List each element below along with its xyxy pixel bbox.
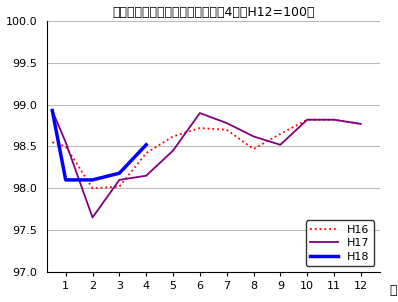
H16 — [90, 186, 95, 190]
H17 — [171, 149, 176, 153]
Line: H16: H16 — [52, 120, 361, 188]
X-axis label: 月: 月 — [389, 284, 397, 297]
Title: 生鮮食品を除く総合指数の動き　4市（H12=100）: 生鮮食品を除く総合指数の動き 4市（H12=100） — [112, 5, 314, 18]
H17 — [251, 135, 256, 138]
H17 — [117, 178, 122, 182]
H17 — [197, 111, 202, 115]
H16 — [224, 128, 229, 132]
H16 — [278, 132, 283, 136]
H17 — [90, 216, 95, 219]
H17 — [305, 118, 310, 121]
H16 — [50, 140, 55, 144]
H17 — [278, 143, 283, 146]
H17 — [63, 140, 68, 144]
H16 — [251, 147, 256, 151]
H16 — [171, 135, 176, 138]
H18 — [117, 172, 122, 175]
H16 — [197, 126, 202, 130]
H16 — [63, 145, 68, 148]
H16 — [305, 118, 310, 121]
H16 — [332, 118, 336, 121]
H16 — [359, 122, 363, 126]
H16 — [144, 151, 148, 155]
H17 — [359, 122, 363, 126]
H18 — [90, 178, 95, 182]
H17 — [144, 174, 148, 178]
H17 — [332, 118, 336, 121]
H17 — [224, 121, 229, 125]
Line: H18: H18 — [52, 111, 146, 180]
H16 — [117, 185, 122, 188]
H18 — [50, 109, 55, 112]
Legend: H16, H17, H18: H16, H17, H18 — [306, 220, 374, 266]
H17 — [50, 109, 55, 112]
H18 — [63, 178, 68, 182]
H18 — [144, 143, 148, 146]
Line: H17: H17 — [52, 111, 361, 217]
